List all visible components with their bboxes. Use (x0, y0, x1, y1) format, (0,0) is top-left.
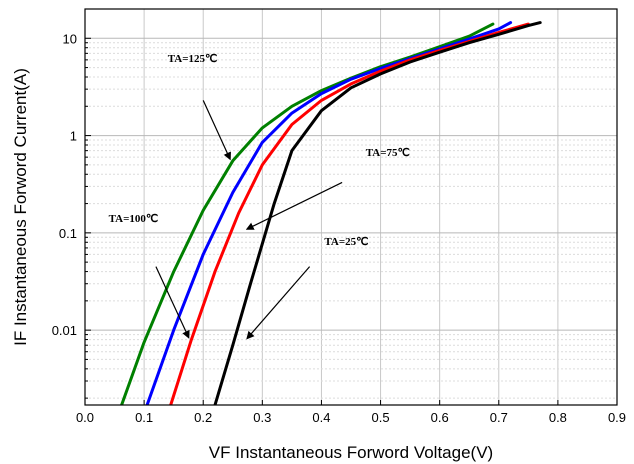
x-tick-label: 0.4 (312, 410, 330, 425)
x-tick-label: 0.6 (431, 410, 449, 425)
y-tick-label: 0.1 (59, 226, 77, 241)
x-tick-label: 0.3 (253, 410, 271, 425)
x-tick-label: 0.9 (608, 410, 626, 425)
y-tick-label: 0.01 (52, 323, 77, 338)
x-tick-label: 0.7 (490, 410, 508, 425)
y-axis-title: IF Instantaneous Forword Current(A) (11, 68, 30, 346)
x-tick-label: 0.1 (135, 410, 153, 425)
y-tick-label: 10 (63, 31, 77, 46)
annotation-label-3: TA=75℃ (366, 147, 410, 159)
x-tick-label: 0.5 (372, 410, 390, 425)
y-tick-label: 1 (70, 129, 77, 144)
annotation-label-4: TA=25℃ (324, 236, 368, 248)
annotation-label-2: TA=100℃ (109, 213, 159, 225)
x-tick-label: 0.0 (76, 410, 94, 425)
x-tick-label: 0.8 (549, 410, 567, 425)
annotation-label-1: TA=125℃ (168, 53, 218, 65)
x-axis-title: VF Instantaneous Forword Voltage(V) (209, 443, 493, 462)
x-tick-label: 0.2 (194, 410, 212, 425)
